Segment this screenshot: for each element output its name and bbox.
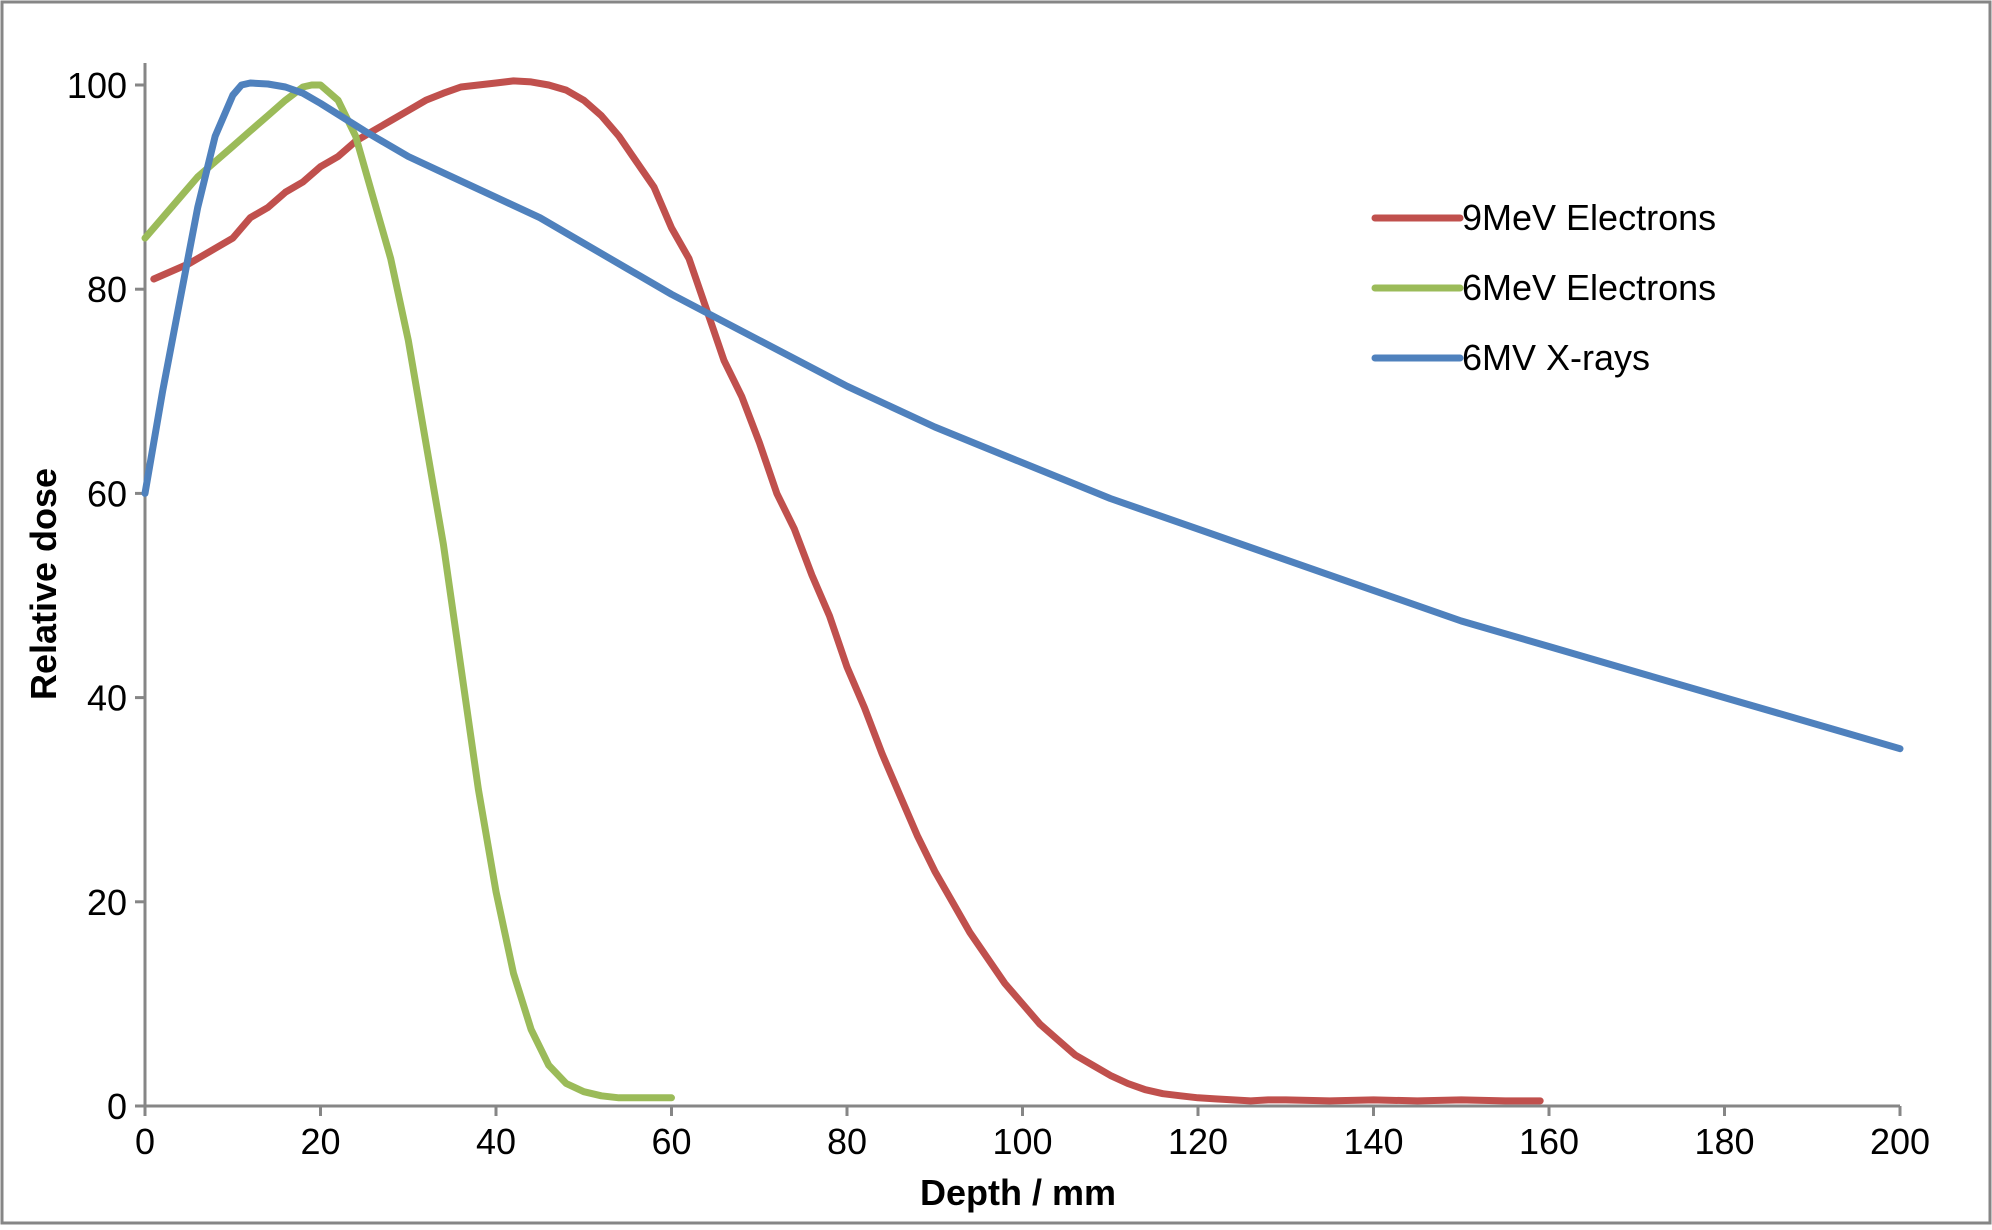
series-line-6mev-electrons (141, 81, 675, 1102)
y-tick-label: 100 (67, 65, 127, 106)
y-tick-label: 80 (87, 269, 127, 310)
legend: 9MeV Electrons 6MeV Electrons 6MV X-rays (1371, 197, 1716, 378)
x-tick-label: 40 (476, 1121, 516, 1162)
legend-label-6mev-electrons: 6MeV Electrons (1462, 267, 1716, 308)
x-tick-label: 180 (1694, 1121, 1754, 1162)
x-tick-label: 200 (1870, 1121, 1930, 1162)
series-line-9mev-electrons (150, 77, 1544, 1105)
y-tick-label: 60 (87, 473, 127, 514)
series-line-6mv-x-rays (141, 79, 1904, 753)
x-axis-title: Depth / mm (920, 1172, 1116, 1213)
y-tick-label: 40 (87, 678, 127, 719)
y-axis-title: Relative dose (23, 468, 64, 700)
x-tick-label: 0 (135, 1121, 155, 1162)
x-tick-label: 80 (827, 1121, 867, 1162)
x-tick-label: 20 (300, 1121, 340, 1162)
x-tick-label: 120 (1168, 1121, 1228, 1162)
x-tick-label: 140 (1343, 1121, 1403, 1162)
x-tick-label: 60 (651, 1121, 691, 1162)
y-tick-label: 20 (87, 882, 127, 923)
x-tick-label: 160 (1519, 1121, 1579, 1162)
y-tick-label: 0 (107, 1086, 127, 1127)
x-tick-label: 100 (992, 1121, 1052, 1162)
legend-label-9mev-electrons: 9MeV Electrons (1462, 197, 1716, 238)
legend-label-6mv-x-rays: 6MV X-rays (1462, 337, 1650, 378)
plot-area (141, 77, 1904, 1105)
